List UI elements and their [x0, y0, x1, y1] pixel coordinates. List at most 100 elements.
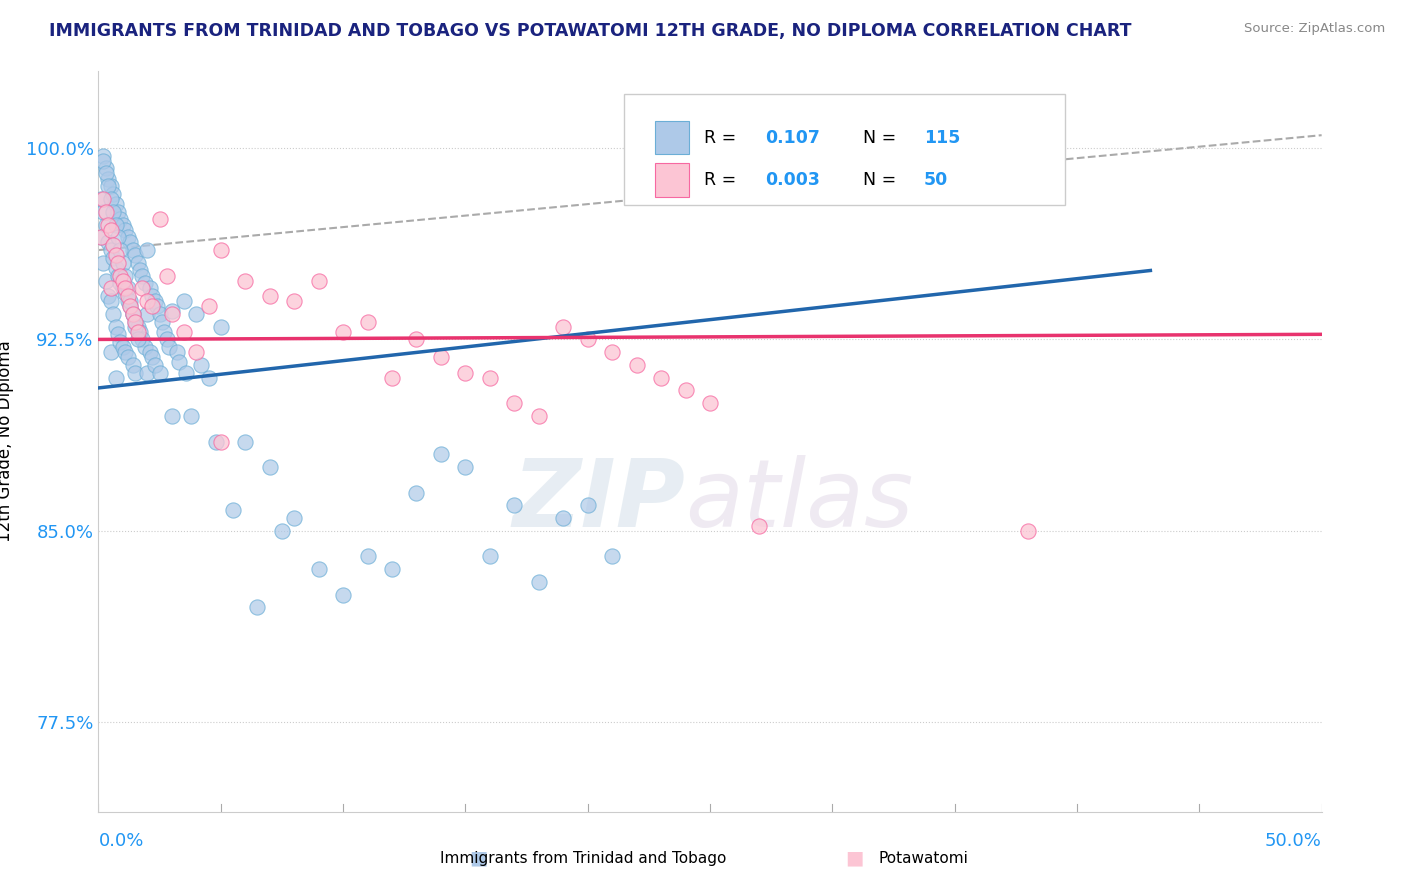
Point	[167, 355, 190, 369]
Point	[149, 212, 172, 227]
Point	[141, 289, 163, 303]
Point	[94, 274, 117, 288]
Point	[117, 230, 139, 244]
Point	[101, 238, 124, 252]
Point	[94, 204, 117, 219]
Point	[97, 179, 120, 194]
Point	[553, 511, 575, 525]
Point	[143, 294, 166, 309]
Point	[114, 222, 136, 236]
Point	[90, 230, 112, 244]
Point	[91, 148, 114, 162]
FancyBboxPatch shape	[624, 94, 1064, 204]
Point	[94, 161, 117, 176]
Point	[503, 499, 526, 513]
Point	[104, 248, 127, 262]
Point	[117, 281, 139, 295]
Point	[114, 281, 136, 295]
Point	[576, 499, 599, 513]
Point	[101, 307, 124, 321]
Point	[114, 268, 136, 283]
Point	[101, 204, 124, 219]
Point	[283, 511, 305, 525]
Point	[111, 340, 134, 354]
Point	[283, 294, 305, 309]
Point	[127, 256, 149, 270]
Point	[222, 503, 245, 517]
Point	[114, 286, 136, 301]
Point	[308, 274, 330, 288]
Point	[478, 549, 501, 564]
Text: 0.0%: 0.0%	[98, 832, 143, 850]
Point	[114, 345, 136, 359]
Point	[156, 333, 179, 347]
Text: Immigrants from Trinidad and Tobago: Immigrants from Trinidad and Tobago	[440, 851, 727, 865]
Point	[157, 340, 180, 354]
Point	[104, 218, 127, 232]
Point	[576, 333, 599, 347]
Point	[176, 366, 198, 380]
Point	[527, 574, 550, 589]
Point	[160, 304, 183, 318]
Text: Source: ZipAtlas.com: Source: ZipAtlas.com	[1244, 22, 1385, 36]
Point	[381, 562, 404, 576]
Point	[104, 319, 127, 334]
Point	[209, 434, 232, 449]
Point	[136, 294, 159, 309]
Point	[117, 351, 139, 365]
Point	[120, 299, 142, 313]
Point	[127, 333, 149, 347]
Point	[100, 345, 122, 359]
Point	[160, 409, 183, 423]
Point	[121, 307, 143, 321]
Point	[156, 268, 179, 283]
Point	[97, 289, 120, 303]
Point	[503, 396, 526, 410]
Point	[100, 281, 122, 295]
Point	[124, 314, 146, 328]
Point	[91, 204, 114, 219]
Point	[626, 358, 648, 372]
Point	[246, 600, 269, 615]
Point	[100, 192, 122, 206]
Text: ■: ■	[845, 848, 865, 868]
Point	[699, 396, 721, 410]
Point	[430, 351, 453, 365]
Point	[124, 314, 146, 328]
Point	[90, 230, 112, 244]
Point	[131, 333, 153, 347]
Point	[600, 345, 623, 359]
Point	[94, 166, 117, 180]
Point	[120, 235, 142, 250]
Point	[150, 314, 173, 328]
Point	[270, 524, 294, 538]
Text: 50: 50	[924, 171, 948, 189]
Point	[101, 251, 124, 265]
Point	[107, 230, 129, 244]
Text: ZIP: ZIP	[513, 455, 686, 547]
Point	[356, 314, 378, 328]
Point	[107, 327, 129, 342]
Point	[454, 366, 477, 380]
Point	[100, 222, 122, 236]
Point	[127, 319, 149, 334]
Point	[405, 485, 427, 500]
Point	[117, 294, 139, 309]
Point	[134, 277, 156, 291]
Point	[146, 299, 169, 313]
Point	[91, 256, 114, 270]
Point	[197, 299, 219, 313]
Point	[650, 370, 672, 384]
Point	[110, 212, 132, 227]
Point	[149, 307, 172, 321]
Point	[197, 370, 219, 384]
Point	[101, 186, 124, 201]
Point	[160, 307, 183, 321]
Point	[91, 192, 114, 206]
Text: Potawatomi: Potawatomi	[879, 851, 969, 865]
Point	[381, 370, 404, 384]
Text: N =: N =	[863, 171, 901, 189]
Text: 0.107: 0.107	[765, 128, 820, 146]
Point	[166, 345, 188, 359]
Point	[110, 334, 132, 349]
